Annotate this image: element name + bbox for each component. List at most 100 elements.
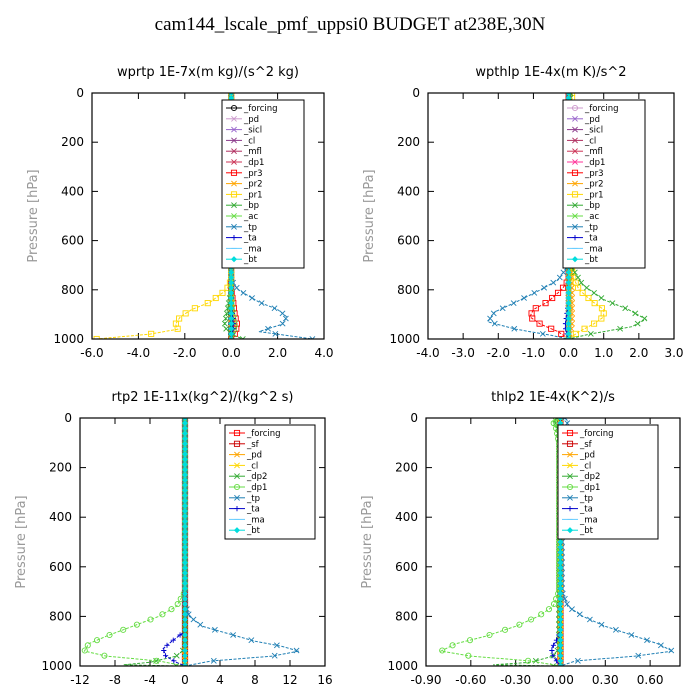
legend: _forcing_pd_sicl_cl_mfl_dp1_pr3_pr2_pr1_… bbox=[221, 99, 305, 269]
series-dp1 bbox=[81, 418, 189, 666]
data-point bbox=[557, 662, 564, 666]
y-tick-label: 800 bbox=[49, 609, 72, 623]
x-tick-label: 0.60 bbox=[637, 673, 664, 687]
data-point bbox=[598, 295, 605, 301]
series-line bbox=[96, 93, 232, 339]
legend-label: _pr3 bbox=[243, 169, 263, 179]
x-tick-label: 2.0 bbox=[268, 346, 287, 360]
data-point bbox=[93, 637, 101, 644]
data-point bbox=[550, 279, 557, 286]
y-tick-label: 1000 bbox=[389, 332, 420, 346]
data-point bbox=[542, 300, 549, 307]
data-point bbox=[587, 330, 594, 337]
legend-marker bbox=[234, 451, 240, 458]
data-point bbox=[585, 294, 592, 302]
data-point bbox=[177, 632, 183, 638]
data-point bbox=[571, 269, 578, 276]
x-tick-label: 0.00 bbox=[547, 673, 574, 687]
data-point bbox=[239, 336, 246, 339]
legend-label: _bt bbox=[579, 526, 594, 536]
data-point bbox=[657, 642, 664, 649]
data-point bbox=[574, 657, 581, 664]
data-point bbox=[81, 647, 88, 654]
x-tick-label: -12 bbox=[70, 673, 90, 687]
legend-marker bbox=[231, 202, 237, 209]
data-point bbox=[562, 418, 568, 421]
data-point bbox=[133, 621, 140, 628]
legend-label: _sf bbox=[246, 440, 260, 450]
series-line bbox=[486, 93, 570, 339]
legend-marker bbox=[567, 506, 573, 512]
data-point bbox=[190, 616, 197, 623]
data-point bbox=[222, 315, 229, 322]
legend-label: _bt bbox=[243, 255, 258, 265]
x-tick-label: 2.0 bbox=[629, 346, 648, 360]
data-point bbox=[564, 601, 570, 607]
data-point bbox=[228, 335, 235, 339]
data-point bbox=[561, 595, 568, 602]
data-point bbox=[550, 653, 556, 659]
x-tick-label: 0.0 bbox=[559, 346, 578, 360]
legend-marker bbox=[233, 440, 241, 447]
legend-label: _mfl bbox=[584, 147, 603, 157]
legend-label: _tp bbox=[584, 223, 598, 233]
chart-title: wpthlp 1E-4x(m K)/s^2 bbox=[475, 65, 626, 80]
data-point bbox=[554, 289, 562, 296]
legend-label: _cl bbox=[584, 136, 596, 146]
legend-label: _sicl bbox=[243, 126, 262, 136]
legend-marker bbox=[567, 462, 573, 469]
data-point bbox=[521, 295, 527, 301]
data-point bbox=[502, 626, 509, 633]
y-tick-label: 800 bbox=[61, 283, 84, 297]
data-point bbox=[271, 305, 278, 312]
data-point bbox=[221, 320, 228, 327]
data-point bbox=[510, 300, 517, 307]
data-point bbox=[153, 657, 160, 664]
data-point bbox=[230, 632, 237, 638]
legend-marker bbox=[230, 104, 238, 112]
data-point bbox=[499, 305, 506, 312]
data-point bbox=[538, 611, 545, 618]
legend-marker bbox=[566, 429, 574, 437]
data-point bbox=[185, 611, 192, 618]
data-point bbox=[223, 310, 230, 317]
data-point bbox=[552, 420, 559, 427]
data-point bbox=[174, 600, 181, 608]
data-point bbox=[532, 305, 539, 312]
x-tick-label: -3.0 bbox=[451, 346, 474, 360]
data-point bbox=[168, 606, 175, 613]
data-point bbox=[560, 269, 567, 276]
legend: _forcing_pd_sicl_cl_mfl_dp1_pr3_pr2_pr1_… bbox=[562, 99, 646, 269]
data-point bbox=[550, 600, 558, 608]
data-point bbox=[181, 662, 189, 666]
legend-label: _tp bbox=[243, 223, 257, 233]
data-point bbox=[668, 647, 675, 654]
legend-label: _tp bbox=[579, 494, 593, 504]
data-point bbox=[565, 335, 572, 339]
legend-label: _ac bbox=[584, 212, 599, 222]
data-point bbox=[539, 330, 546, 337]
x-tick-label: -4 bbox=[144, 673, 156, 687]
series-line bbox=[568, 93, 647, 339]
legend-marker bbox=[566, 527, 574, 534]
data-point bbox=[622, 305, 629, 312]
y-axis-label: Pressure [hPa] bbox=[26, 169, 41, 262]
legend-marker bbox=[567, 494, 573, 501]
data-point bbox=[641, 315, 648, 322]
legend-marker bbox=[572, 235, 578, 241]
legend-marker bbox=[566, 440, 574, 447]
data-point bbox=[598, 621, 605, 628]
legend-label: _pr2 bbox=[584, 180, 604, 190]
data-point bbox=[545, 606, 553, 613]
legend-marker bbox=[571, 256, 579, 263]
legend-label: _bp bbox=[243, 201, 259, 211]
data-point bbox=[591, 300, 598, 307]
data-point bbox=[583, 284, 590, 291]
chart-panel-3: rtp2 1E-11x(kg^2)/(kg^2 s) Pressure [hPa]… bbox=[14, 390, 333, 687]
data-point bbox=[224, 305, 231, 312]
data-point bbox=[182, 418, 188, 421]
data-point bbox=[182, 663, 188, 666]
data-point bbox=[210, 657, 217, 664]
data-point bbox=[279, 320, 286, 327]
legend-marker bbox=[231, 235, 237, 241]
